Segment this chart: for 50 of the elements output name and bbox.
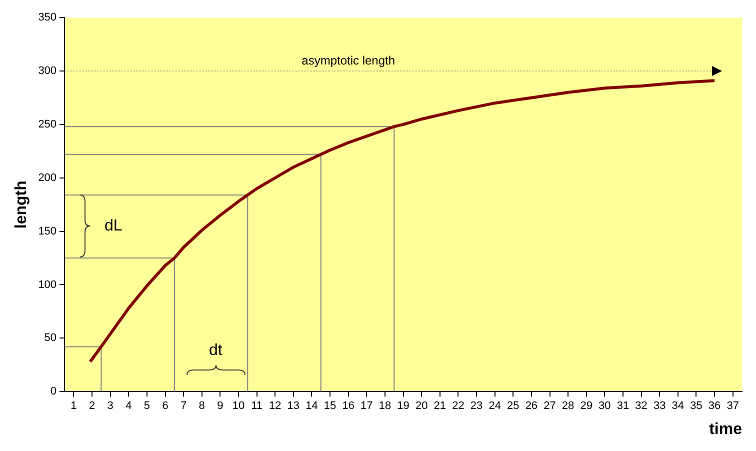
y-tick-label: 150	[38, 225, 57, 238]
x-tick-label: 25	[507, 400, 520, 412]
y-tick-label: 350	[38, 12, 57, 24]
x-tick-label: 23	[470, 400, 483, 412]
x-tick-label: 14	[306, 400, 318, 412]
x-tick-label: 37	[726, 400, 739, 412]
x-tick-label: 32	[635, 400, 648, 412]
x-tick-label: 29	[580, 400, 592, 412]
x-tick-label: 3	[107, 400, 114, 412]
x-tick-label: 10	[232, 400, 245, 412]
x-tick-label: 27	[544, 400, 556, 412]
x-tick-label: 2	[88, 400, 96, 412]
x-tick-label: 26	[525, 400, 538, 412]
x-tick-label: 13	[287, 400, 300, 412]
x-tick-label: 36	[708, 400, 721, 412]
x-tick-label: 30	[598, 400, 611, 412]
x-tick-label: 9	[217, 400, 224, 412]
x-tick-label: 33	[653, 400, 666, 412]
x-tick-label: 34	[672, 400, 684, 412]
annotation: dL	[104, 217, 122, 234]
y-axis-title: length	[13, 180, 30, 229]
y-tick-label: 250	[38, 118, 57, 130]
x-tick-label: 17	[360, 400, 373, 412]
x-tick-label: 15	[324, 400, 336, 412]
x-tick-label: 4	[126, 400, 132, 412]
x-tick-label: 24	[488, 400, 501, 412]
x-tick-label: 6	[162, 400, 168, 412]
annotation: dt	[208, 342, 223, 359]
x-tick-label: 18	[378, 400, 392, 412]
x-tick-label: 1	[70, 400, 77, 412]
x-tick-label: 11	[251, 400, 263, 412]
ref-line-label: asymptotic length	[302, 53, 396, 68]
x-tick-label: 20	[415, 400, 428, 412]
x-tick-label: 7	[180, 400, 187, 412]
x-tick-label: 35	[690, 400, 702, 412]
x-tick-label: 19	[397, 400, 410, 412]
x-tick-label: 31	[616, 400, 630, 412]
x-tick-label: 12	[268, 400, 282, 412]
y-tick-label: 50	[44, 332, 57, 344]
y-tick-label: 100	[38, 278, 57, 291]
y-tick-label: 300	[38, 65, 57, 78]
x-tick-label: 21	[434, 400, 446, 412]
x-axis-title: time	[709, 420, 742, 438]
x-tick-label: 16	[342, 400, 354, 412]
x-tick-label: 5	[144, 400, 150, 412]
x-tick-label: 28	[562, 400, 574, 412]
x-tick-label: 8	[198, 400, 205, 412]
y-tick-label: 200	[38, 172, 57, 184]
y-tick-label: 0	[50, 386, 57, 398]
x-tick-label: 22	[452, 400, 464, 412]
